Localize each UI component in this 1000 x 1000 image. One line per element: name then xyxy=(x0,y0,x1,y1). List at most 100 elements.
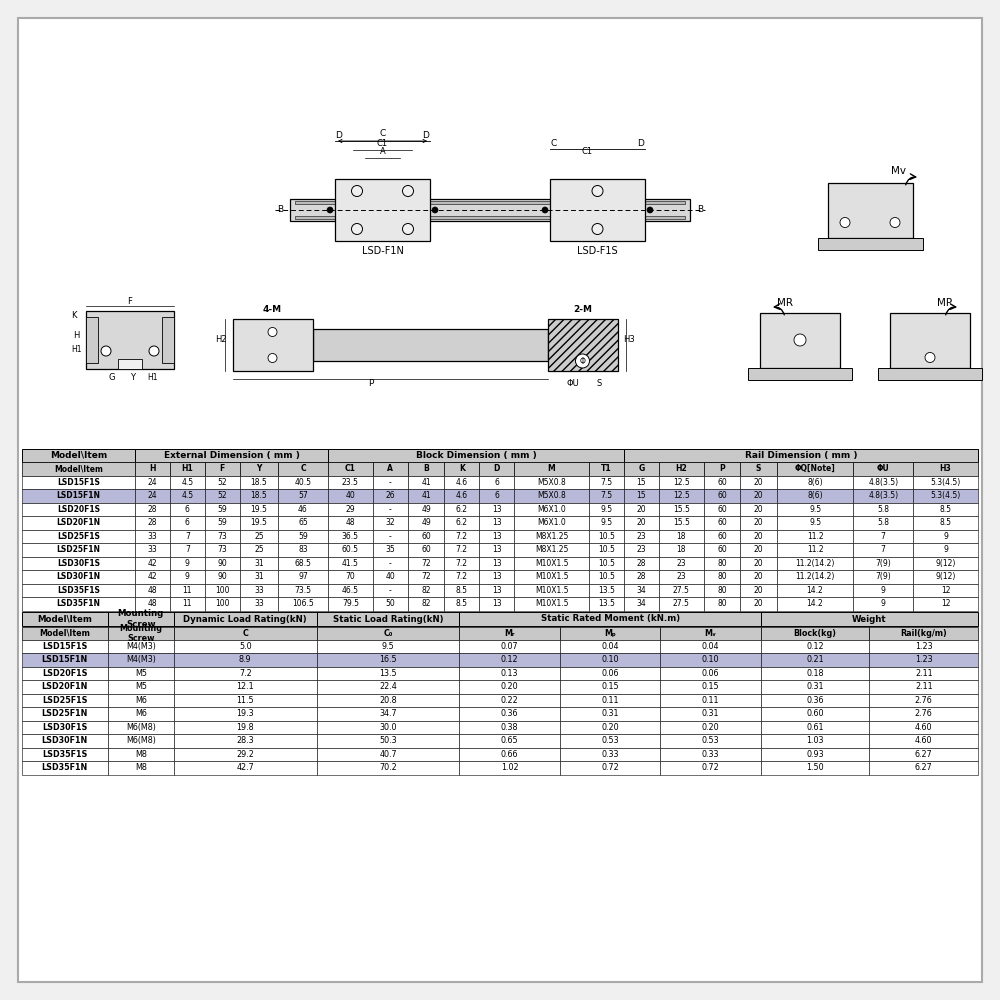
Text: H2: H2 xyxy=(675,464,687,473)
Bar xyxy=(459,694,560,707)
Bar xyxy=(761,680,869,694)
Text: M4(M3): M4(M3) xyxy=(126,642,156,651)
Text: 13: 13 xyxy=(492,505,501,514)
Text: 90: 90 xyxy=(217,572,227,581)
Bar xyxy=(170,530,205,543)
Bar xyxy=(108,748,174,761)
Bar xyxy=(869,761,978,774)
Bar xyxy=(740,516,777,530)
Text: 82: 82 xyxy=(421,599,431,608)
Bar xyxy=(205,584,240,597)
Bar xyxy=(777,556,853,570)
Text: G: G xyxy=(638,464,644,473)
Text: 36.5: 36.5 xyxy=(342,532,359,541)
Text: Mv: Mv xyxy=(891,165,906,176)
Bar xyxy=(312,329,548,361)
Text: 13.5: 13.5 xyxy=(379,669,397,678)
Text: LSD-F1N: LSD-F1N xyxy=(362,246,403,256)
Bar xyxy=(444,543,479,556)
Text: 4.5: 4.5 xyxy=(181,491,193,500)
Bar xyxy=(777,462,853,476)
Bar xyxy=(135,448,328,462)
Text: 20: 20 xyxy=(637,518,646,527)
Text: 27.5: 27.5 xyxy=(673,599,690,608)
Text: External Dimension ( mm ): External Dimension ( mm ) xyxy=(164,451,299,460)
Bar xyxy=(22,502,135,516)
Text: 41: 41 xyxy=(421,491,431,500)
Bar xyxy=(86,317,98,363)
Text: 19.5: 19.5 xyxy=(250,518,267,527)
Bar xyxy=(761,627,869,640)
Text: Mounting
Screw: Mounting Screw xyxy=(119,624,162,643)
Bar xyxy=(560,748,660,761)
Text: C: C xyxy=(379,128,386,137)
Text: 29.2: 29.2 xyxy=(236,750,254,759)
Text: 9: 9 xyxy=(943,545,948,554)
Text: 60: 60 xyxy=(717,478,727,487)
Bar xyxy=(740,489,777,502)
Bar xyxy=(278,530,328,543)
Text: D: D xyxy=(493,464,500,473)
Text: B: B xyxy=(423,464,429,473)
Text: 8.5: 8.5 xyxy=(940,518,952,527)
Bar xyxy=(22,448,135,462)
Text: 25: 25 xyxy=(254,532,264,541)
Text: 8.5: 8.5 xyxy=(456,599,468,608)
Text: 11.2: 11.2 xyxy=(807,532,823,541)
Bar xyxy=(659,556,704,570)
Bar xyxy=(459,720,560,734)
Bar xyxy=(913,476,978,489)
Bar xyxy=(317,734,459,748)
Bar xyxy=(108,612,174,626)
Bar xyxy=(317,761,459,774)
Text: 0.10: 0.10 xyxy=(601,655,619,664)
Bar xyxy=(514,462,589,476)
Bar xyxy=(373,556,408,570)
Bar xyxy=(174,707,317,720)
Bar xyxy=(444,597,479,610)
Bar xyxy=(704,516,740,530)
Bar xyxy=(761,720,869,734)
Bar xyxy=(514,597,589,610)
Text: 33: 33 xyxy=(148,545,157,554)
Bar xyxy=(328,597,373,610)
Bar xyxy=(660,720,761,734)
Text: M10X1.5: M10X1.5 xyxy=(535,599,568,608)
Bar xyxy=(659,584,704,597)
Text: 34: 34 xyxy=(636,586,646,595)
Text: 8.9: 8.9 xyxy=(239,655,252,664)
Bar xyxy=(740,462,777,476)
Text: 60.5: 60.5 xyxy=(342,545,359,554)
Bar xyxy=(589,570,624,584)
Text: 20: 20 xyxy=(754,532,763,541)
Bar xyxy=(777,543,853,556)
Bar xyxy=(240,584,278,597)
Bar xyxy=(135,543,170,556)
Text: 2-M: 2-M xyxy=(573,304,592,314)
Bar xyxy=(913,597,978,610)
Text: 2.11: 2.11 xyxy=(915,669,933,678)
Bar xyxy=(108,627,174,640)
Bar xyxy=(624,570,659,584)
Text: 23: 23 xyxy=(676,572,686,581)
Text: 0.65: 0.65 xyxy=(501,736,519,745)
Text: 70: 70 xyxy=(345,572,355,581)
Text: 7.2: 7.2 xyxy=(456,545,468,554)
Bar xyxy=(459,748,560,761)
Bar xyxy=(659,570,704,584)
Bar xyxy=(22,570,135,584)
Text: F: F xyxy=(128,296,132,306)
Text: 20: 20 xyxy=(754,599,763,608)
Bar xyxy=(408,556,444,570)
Text: H: H xyxy=(73,330,79,340)
Text: 2.76: 2.76 xyxy=(915,709,933,718)
Bar xyxy=(328,530,373,543)
Text: Static Load Rating(kN): Static Load Rating(kN) xyxy=(333,614,443,624)
Text: 52: 52 xyxy=(218,491,227,500)
Bar xyxy=(205,476,240,489)
Text: 0.20: 0.20 xyxy=(501,682,519,691)
Text: 28: 28 xyxy=(148,518,157,527)
Text: 18.5: 18.5 xyxy=(251,478,267,487)
Bar xyxy=(408,476,444,489)
Text: M10X1.5: M10X1.5 xyxy=(535,572,568,581)
